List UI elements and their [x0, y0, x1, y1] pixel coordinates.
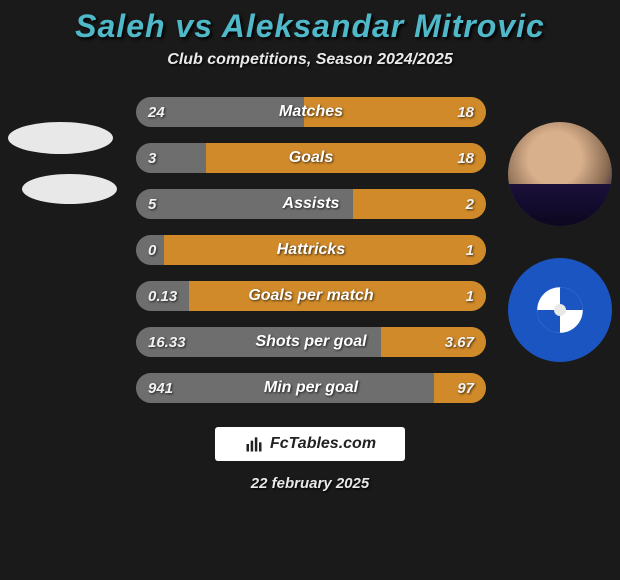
stat-value-right: 18	[426, 104, 486, 121]
stat-value-left: 0.13	[136, 288, 196, 305]
player1-avatar-placeholder	[8, 122, 113, 154]
club-badge-icon	[530, 280, 590, 340]
stat-value-right: 1	[426, 288, 486, 305]
stat-value-right: 97	[426, 380, 486, 397]
chart-icon	[244, 434, 264, 454]
stat-value-left: 3	[136, 150, 196, 167]
player2-club-badge	[508, 258, 612, 362]
stat-value-left: 5	[136, 196, 196, 213]
player1-club-placeholder	[22, 174, 117, 204]
stat-value-left: 24	[136, 104, 196, 121]
player2-avatar	[508, 122, 612, 226]
stat-value-right: 3.67	[426, 334, 486, 351]
stat-value-right: 18	[426, 150, 486, 167]
stat-label: Assists	[196, 195, 426, 213]
subtitle: Club competitions, Season 2024/2025	[0, 51, 620, 69]
stat-label: Matches	[196, 103, 426, 121]
stat-label: Goals	[196, 149, 426, 167]
stat-value-right: 2	[426, 196, 486, 213]
stat-row: 941Min per goal97	[136, 373, 486, 403]
branding-badge: FcTables.com	[215, 427, 405, 461]
stat-label: Shots per goal	[196, 333, 426, 351]
stat-row: 0.13Goals per match1	[136, 281, 486, 311]
stat-value-left: 941	[136, 380, 196, 397]
stat-value-left: 0	[136, 242, 196, 259]
stats-chart: 24Matches183Goals185Assists20Hattricks10…	[136, 97, 486, 403]
stat-row: 16.33Shots per goal3.67	[136, 327, 486, 357]
stat-label: Goals per match	[196, 287, 426, 305]
stat-row: 24Matches18	[136, 97, 486, 127]
stat-label: Min per goal	[196, 379, 426, 397]
stat-value-right: 1	[426, 242, 486, 259]
stat-label: Hattricks	[196, 241, 426, 259]
date-label: 22 february 2025	[0, 475, 620, 492]
stat-value-left: 16.33	[136, 334, 196, 351]
stat-row: 0Hattricks1	[136, 235, 486, 265]
page-title: Saleh vs Aleksandar Mitrovic	[0, 8, 620, 45]
branding-text: FcTables.com	[270, 435, 376, 453]
stat-row: 3Goals18	[136, 143, 486, 173]
stat-row: 5Assists2	[136, 189, 486, 219]
